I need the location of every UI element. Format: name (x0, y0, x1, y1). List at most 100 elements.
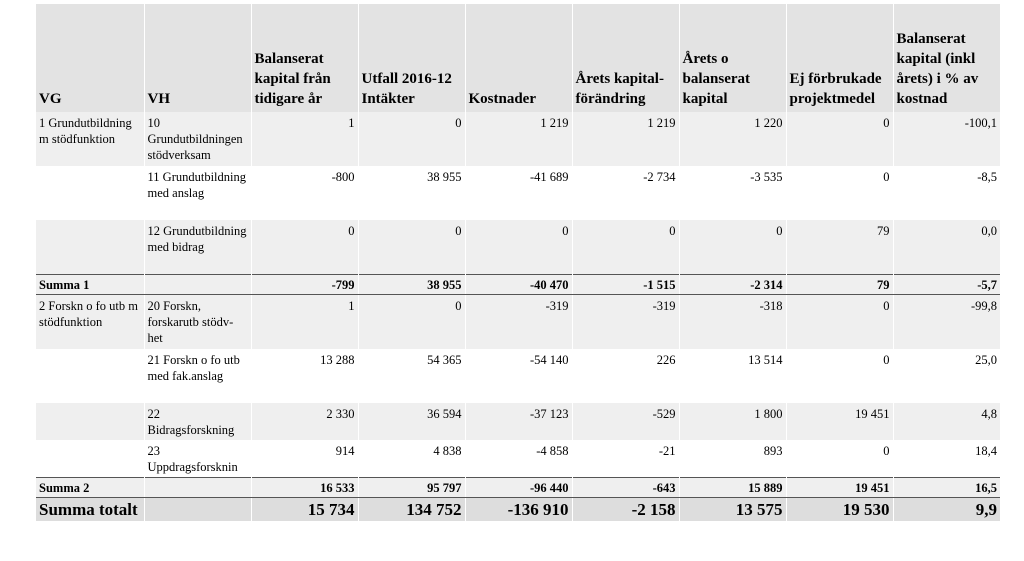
cell-value: 19 530 (785, 497, 893, 521)
header-arets-kapitalforandring: Årets kapital-förändring (571, 4, 679, 112)
cell-value: -136 910 (464, 497, 572, 521)
cell-value: 893 (678, 440, 786, 478)
header-balanserat-kapital: Balanserat kapital från tidigare år (250, 4, 358, 112)
cell-value: 1 (250, 112, 358, 166)
cell-value: -54 140 (464, 349, 572, 403)
cell-value: -2 158 (571, 497, 679, 521)
cell-value: -40 470 (464, 274, 572, 295)
cell-value: 19 451 (785, 477, 893, 498)
cell-vh: 11 Grundutbildning med anslag (143, 166, 251, 220)
cell-value: 0 (571, 220, 679, 275)
budget-table: VG VH Balanserat kapital från tidigare å… (36, 4, 1000, 521)
cell-value: -37 123 (464, 403, 572, 440)
cell-value: -3 535 (678, 166, 786, 220)
cell-value: 16,5 (892, 477, 1000, 498)
cell-value: -4 858 (464, 440, 572, 478)
cell-value: -799 (250, 274, 358, 295)
cell-value: 95 797 (357, 477, 465, 498)
cell-value: 25,0 (892, 349, 1000, 403)
cell-value: 0 (785, 349, 893, 403)
cell-value: 36 594 (357, 403, 465, 440)
cell-value: 13 288 (250, 349, 358, 403)
cell-value: 0 (785, 440, 893, 478)
subtotal-row: Summa 1 -799 38 955 -40 470 -1 515 -2 31… (36, 274, 1000, 295)
header-vg: VG (36, 4, 144, 112)
cell-summa-label: Summa 2 (36, 477, 144, 498)
cell-value: -96 440 (464, 477, 572, 498)
cell-value: 1 800 (678, 403, 786, 440)
cell-value: -8,5 (892, 166, 1000, 220)
cell-value: 15 889 (678, 477, 786, 498)
cell-value: -643 (571, 477, 679, 498)
cell-value: 0 (357, 294, 465, 349)
cell-vg (36, 349, 144, 403)
grand-total-row: Summa totalt 15 734 134 752 -136 910 -2 … (36, 497, 1000, 521)
cell-vg (36, 440, 144, 478)
cell-value: 914 (250, 440, 358, 478)
cell-value: 0 (785, 166, 893, 220)
cell-value: -319 (571, 294, 679, 349)
cell-value: 0 (357, 112, 465, 166)
cell-vh: 21 Forskn o fo utb med fak.anslag (143, 349, 251, 403)
table-row: 11 Grundutbildning med anslag -800 38 95… (36, 166, 1000, 220)
cell-value: 54 365 (357, 349, 465, 403)
cell-value: 1 219 (571, 112, 679, 166)
cell-vh (143, 477, 251, 498)
table-row: 2 Forskn o fo utb m stödfunktion 20 Fors… (36, 294, 1000, 349)
cell-value: -2 314 (678, 274, 786, 295)
cell-summa-totalt-label: Summa totalt (36, 497, 144, 521)
cell-value: 0 (464, 220, 572, 275)
cell-value: 134 752 (357, 497, 465, 521)
cell-value: 0 (785, 112, 893, 166)
subtotal-row: Summa 2 16 533 95 797 -96 440 -643 15 88… (36, 477, 1000, 498)
cell-value: -800 (250, 166, 358, 220)
cell-value: 4 838 (357, 440, 465, 478)
header-arets-o-balanserat: Årets o balanserat kapital (678, 4, 786, 112)
cell-summa-label: Summa 1 (36, 274, 144, 295)
cell-value: 226 (571, 349, 679, 403)
cell-value: 38 955 (357, 166, 465, 220)
table-row: 12 Grundutbildning med bidrag 0 0 0 0 0 … (36, 220, 1000, 275)
cell-value: -319 (464, 294, 572, 349)
cell-value: 13 575 (678, 497, 786, 521)
cell-value: 9,9 (892, 497, 1000, 521)
cell-value: -99,8 (892, 294, 1000, 349)
cell-value: 79 (785, 274, 893, 295)
cell-value: -41 689 (464, 166, 572, 220)
cell-vh: 12 Grundutbildning med bidrag (143, 220, 251, 275)
cell-value: 38 955 (357, 274, 465, 295)
cell-value: 2 330 (250, 403, 358, 440)
cell-vh (143, 497, 251, 521)
cell-value: 0 (678, 220, 786, 275)
cell-value: 0,0 (892, 220, 1000, 275)
header-vh: VH (143, 4, 251, 112)
cell-value: 0 (250, 220, 358, 275)
cell-value: -100,1 (892, 112, 1000, 166)
cell-value: 79 (785, 220, 893, 275)
cell-value: -529 (571, 403, 679, 440)
cell-vg: 1 Grundutbildning m stödfunktion (36, 112, 144, 166)
cell-value: 1 (250, 294, 358, 349)
cell-value: 13 514 (678, 349, 786, 403)
cell-value: 1 219 (464, 112, 572, 166)
cell-value: 16 533 (250, 477, 358, 498)
cell-vg: 2 Forskn o fo utb m stödfunktion (36, 294, 144, 349)
cell-value: 15 734 (250, 497, 358, 521)
cell-vg (36, 403, 144, 440)
header-kostnader: Kostnader (464, 4, 572, 112)
cell-value: 18,4 (892, 440, 1000, 478)
table-row: 21 Forskn o fo utb med fak.anslag 13 288… (36, 349, 1000, 403)
cell-vg (36, 220, 144, 275)
cell-vh: 22 Bidragsforskning (143, 403, 251, 440)
header-procent-av-kostnad: Balanserat kapital (inkl årets) i % av k… (892, 4, 1000, 112)
cell-vh (143, 274, 251, 295)
cell-vh: 10 Grundutbildningen stödverksam (143, 112, 251, 166)
table-row: 1 Grundutbildning m stödfunktion 10 Grun… (36, 112, 1000, 166)
cell-value: 0 (785, 294, 893, 349)
cell-value: 1 220 (678, 112, 786, 166)
header-utfall-intakter: Utfall 2016-12 Intäkter (357, 4, 465, 112)
cell-value: -2 734 (571, 166, 679, 220)
cell-value: 0 (357, 220, 465, 275)
cell-value: -318 (678, 294, 786, 349)
cell-vg (36, 166, 144, 220)
